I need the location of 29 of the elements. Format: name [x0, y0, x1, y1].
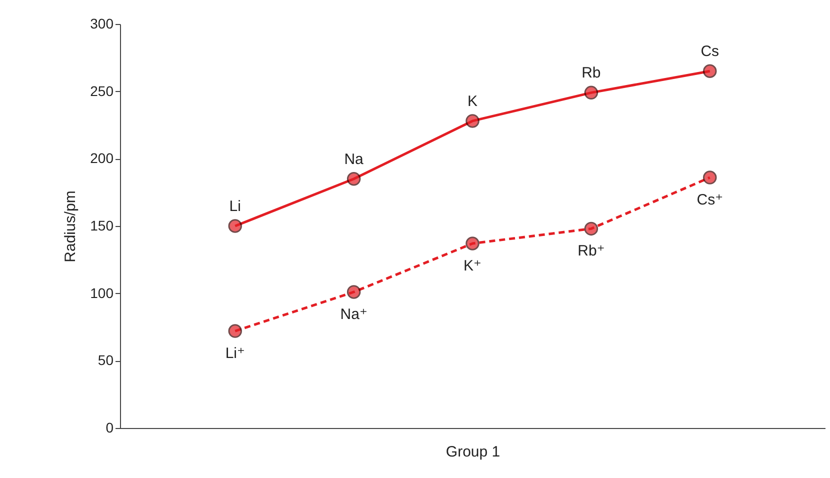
point	[466, 236, 480, 250]
y-tick-label: 0	[106, 420, 114, 436]
y-tick-label: 300	[90, 16, 114, 32]
y-tick-label: 150	[90, 218, 114, 234]
point	[466, 114, 480, 128]
data-label: Na⁺	[340, 306, 368, 323]
data-label: Li	[229, 198, 241, 215]
y-tick-label: 200	[90, 150, 114, 166]
x-axis-title: Group 1	[446, 444, 500, 460]
point	[228, 219, 242, 233]
point	[346, 172, 361, 186]
data-label: Rb	[582, 64, 601, 82]
y-tick-label: 250	[90, 82, 114, 99]
data-label: Rb⁺	[578, 242, 605, 260]
y-tick-label: 100	[90, 284, 114, 301]
point	[584, 222, 598, 236]
point	[703, 170, 717, 184]
data-label: Cs	[700, 43, 720, 60]
data-label: Na	[344, 150, 364, 168]
data-label: Li⁺	[225, 345, 245, 362]
point	[346, 285, 361, 299]
point	[584, 86, 598, 100]
y-tick-label: 50	[98, 352, 114, 368]
point	[703, 64, 717, 78]
y-axis-title: Radius/pm	[62, 190, 80, 262]
point	[228, 324, 242, 338]
data-label: Cs⁺	[696, 192, 723, 209]
data-label: K⁺	[464, 258, 482, 275]
data-label: K	[467, 92, 478, 110]
